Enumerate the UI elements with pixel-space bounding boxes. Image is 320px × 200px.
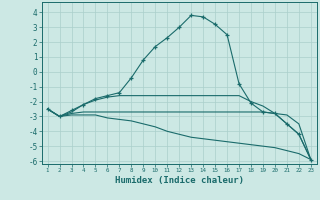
X-axis label: Humidex (Indice chaleur): Humidex (Indice chaleur): [115, 176, 244, 185]
